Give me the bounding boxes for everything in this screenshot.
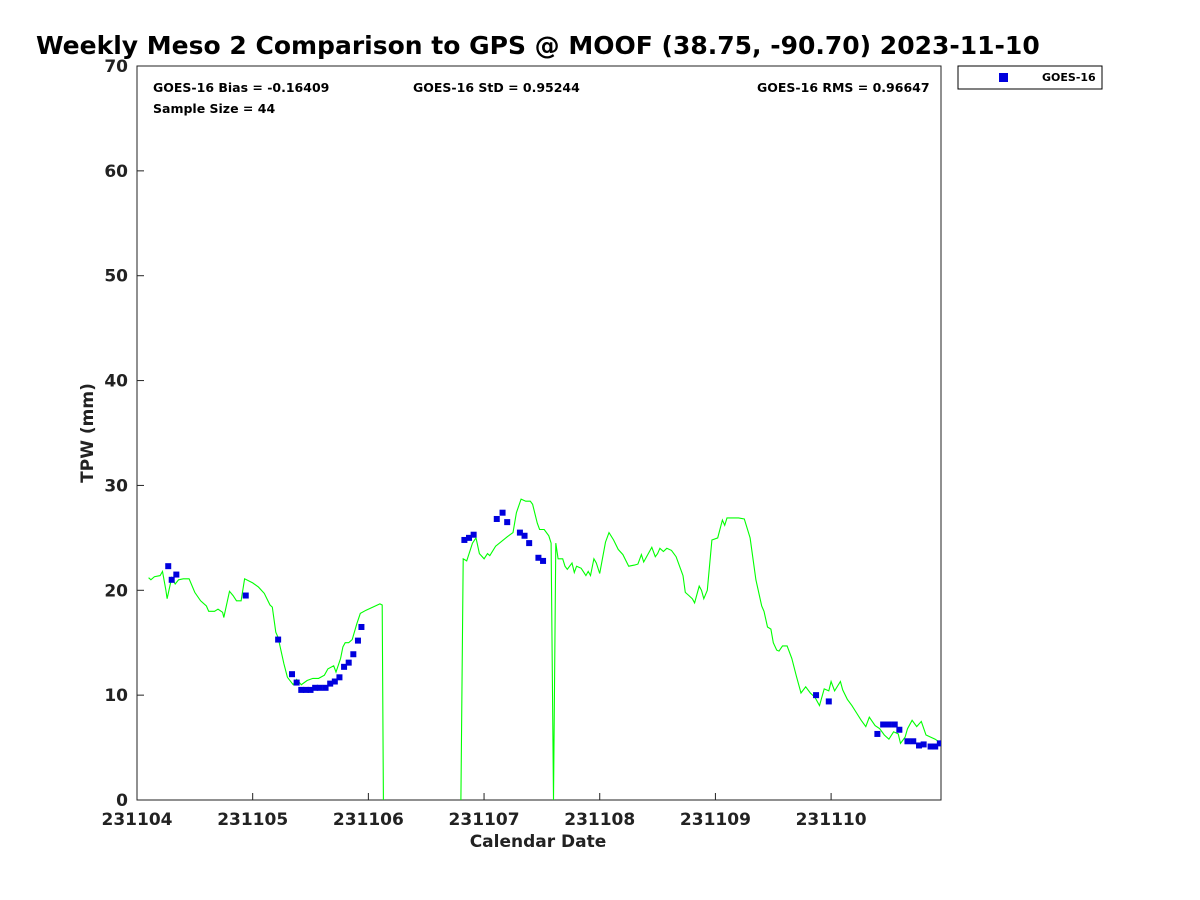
y-tick-label: 60 [104, 162, 128, 182]
legend: GOES-16 [957, 65, 1103, 90]
data-point-goes16 [307, 686, 314, 693]
data-point-goes16 [910, 738, 917, 745]
series-layer [148, 498, 941, 800]
y-axis-label: TPW (mm) [78, 383, 98, 483]
data-point-goes16 [345, 659, 352, 666]
data-point-goes16 [540, 557, 547, 564]
data-point-goes16 [526, 540, 533, 547]
data-point-goes16 [331, 678, 338, 685]
data-point-goes16 [354, 637, 361, 644]
data-point-goes16 [891, 721, 898, 728]
data-point-goes16 [275, 636, 282, 643]
plot-area [136, 65, 942, 801]
x-tick-label: 231106 [333, 810, 404, 830]
x-tick-label: 231109 [680, 810, 751, 830]
data-point-goes16 [874, 730, 881, 737]
data-point-goes16 [312, 684, 319, 691]
x-tick-label: 231107 [449, 810, 520, 830]
data-point-goes16 [885, 721, 892, 728]
data-point-goes16 [932, 743, 939, 750]
sample-size-stat: Sample Size = 44 [153, 101, 275, 116]
data-point-goes16 [466, 534, 473, 541]
plot-border [136, 65, 942, 801]
data-point-goes16 [936, 740, 941, 747]
x-tick-label: 231104 [102, 810, 173, 830]
data-point-goes16 [499, 509, 506, 516]
bias-stat: GOES-16 Bias = -0.16409 [153, 80, 329, 95]
y-tick-label: 0 [116, 791, 128, 811]
data-point-goes16 [813, 692, 820, 699]
data-point-goes16 [927, 743, 934, 750]
data-point-goes16 [289, 671, 296, 678]
legend-box [957, 65, 1103, 90]
data-point-goes16 [535, 554, 542, 561]
legend-marker-goes16 [999, 73, 1008, 82]
data-point-goes16 [825, 698, 832, 705]
data-point-goes16 [904, 738, 911, 745]
data-point-goes16 [461, 536, 468, 543]
data-point-goes16 [896, 726, 903, 733]
std-stat: GOES-16 StD = 0.95244 [413, 80, 580, 95]
data-point-goes16 [298, 686, 305, 693]
y-tick-label: 30 [104, 476, 128, 496]
data-point-goes16 [165, 563, 172, 570]
rms-stat: GOES-16 RMS = 0.96647 [757, 80, 930, 95]
data-point-goes16 [920, 741, 927, 748]
y-tick-label: 70 [104, 57, 128, 77]
data-point-goes16 [358, 623, 365, 630]
data-point-goes16 [168, 576, 175, 583]
data-point-goes16 [173, 571, 180, 578]
series-clip-group [148, 498, 941, 800]
data-point-goes16 [341, 663, 348, 670]
data-point-goes16 [521, 532, 528, 539]
data-point-goes16 [880, 721, 887, 728]
y-tick-label: 10 [104, 686, 128, 706]
x-tick-label: 231110 [796, 810, 867, 830]
x-axis-label: Calendar Date [470, 832, 607, 852]
ticks-layer: 0 10 20 30 40 50 60 70 231104 231105 231106 231107 2… [102, 57, 867, 830]
data-point-goes16 [327, 680, 334, 687]
data-point-goes16 [516, 529, 523, 536]
data-point-goes16 [916, 742, 923, 749]
x-tick-label: 231105 [217, 810, 288, 830]
series-line-gps [148, 498, 941, 800]
x-tick-label: 231108 [564, 810, 635, 830]
data-point-goes16 [493, 515, 500, 522]
y-tick-label: 20 [104, 581, 128, 601]
data-point-goes16 [242, 592, 249, 599]
data-point-goes16 [302, 686, 309, 693]
data-point-goes16 [322, 684, 329, 691]
chart-title: Weekly Meso 2 Comparison to GPS @ MOOF (… [36, 31, 1040, 60]
data-point-goes16 [316, 684, 323, 691]
data-point-goes16 [470, 531, 477, 538]
y-tick-label: 40 [104, 372, 128, 392]
data-point-goes16 [350, 651, 357, 658]
data-point-goes16 [293, 679, 300, 686]
y-tick-label: 50 [104, 267, 128, 287]
data-point-goes16 [336, 674, 343, 681]
legend-label-goes16: GOES-16 [1042, 71, 1096, 84]
data-point-goes16 [504, 519, 511, 526]
